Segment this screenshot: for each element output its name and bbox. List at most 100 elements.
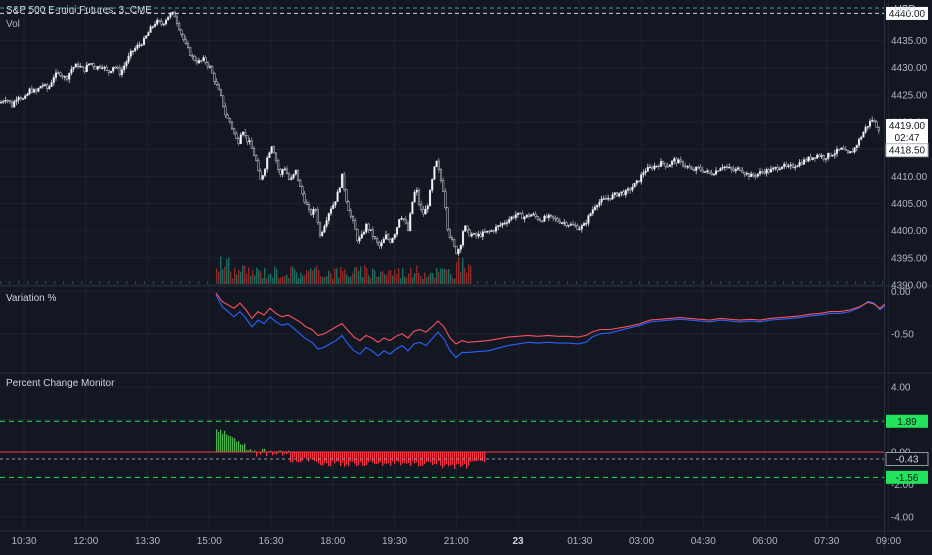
candle-body <box>752 173 755 177</box>
volume-bar-small <box>216 281 218 284</box>
candle-body <box>57 72 60 74</box>
candle-body <box>833 153 836 156</box>
candle-body <box>215 81 218 85</box>
candle-body <box>197 60 201 64</box>
candle-body <box>637 180 641 183</box>
variation-tick-label: 0.00 <box>891 287 911 298</box>
candle-body <box>2 101 5 103</box>
volume-bar-small <box>54 281 56 284</box>
candle-body <box>329 208 333 214</box>
candle-body <box>158 19 161 22</box>
candle-body <box>659 161 663 167</box>
volume-bar-small <box>630 281 632 284</box>
candle-body <box>303 193 306 203</box>
volume-bar <box>296 272 298 284</box>
time-tick-label: 13:30 <box>135 536 160 547</box>
candle-body <box>774 167 777 169</box>
candle-body <box>505 222 509 224</box>
volume-bar-small <box>63 281 65 284</box>
volume-bar <box>470 265 472 284</box>
volume-bar-small <box>459 281 461 284</box>
candle-body <box>831 154 834 157</box>
histogram-bar <box>334 452 336 464</box>
volume-bar <box>302 275 304 284</box>
histogram-bar <box>332 452 334 462</box>
candle-body <box>52 77 55 83</box>
candle-body <box>156 19 159 25</box>
volume-bar-small <box>9 281 11 284</box>
histogram-bar <box>314 452 316 462</box>
candle-body <box>314 209 317 211</box>
upper-level-label: 1.89 <box>897 417 917 428</box>
histogram-bar <box>282 452 284 456</box>
candle-body <box>395 227 399 235</box>
candle-body <box>501 222 504 226</box>
current-level-label: -0.43 <box>896 454 919 465</box>
candle-body <box>103 66 106 69</box>
histogram-bar <box>360 452 362 463</box>
histogram-bar <box>242 444 244 452</box>
volume-bar <box>420 276 422 284</box>
volume-bar-small <box>837 281 839 284</box>
histogram-bar <box>474 452 476 462</box>
lower-level-label: -1.56 <box>896 473 919 484</box>
candle-body <box>873 120 876 122</box>
candle-body <box>609 197 612 200</box>
candle-body <box>316 209 319 224</box>
volume-bar <box>316 265 318 284</box>
candle-body <box>477 233 480 237</box>
candle-body <box>706 170 709 173</box>
candle-body <box>193 55 196 61</box>
volume-bar-small <box>315 281 317 284</box>
candle-body <box>483 231 487 233</box>
volume-bar-small <box>270 281 272 284</box>
candle-body <box>492 230 495 232</box>
histogram-bar <box>310 452 312 460</box>
histogram-bar <box>392 452 394 462</box>
candle-body <box>857 138 861 146</box>
candle-body <box>76 63 80 67</box>
volume-bar-small <box>810 281 812 284</box>
candle-body <box>120 69 124 76</box>
countdown-label-box <box>886 130 928 144</box>
volume-bar <box>436 268 438 284</box>
candle-body <box>708 170 711 174</box>
candle-body <box>169 13 172 18</box>
volume-bar <box>244 265 246 284</box>
candle-body <box>206 62 209 67</box>
volume-bar <box>374 270 376 284</box>
monitor-tick-label: 4.00 <box>891 383 911 394</box>
volume-bar-small <box>747 281 749 284</box>
histogram-bar <box>222 433 224 452</box>
candle-body <box>79 65 82 68</box>
histogram-bar <box>260 452 262 455</box>
candle-body <box>545 215 548 218</box>
volume-bar-small <box>378 281 380 284</box>
volume-bar-small <box>549 281 551 284</box>
volume-bar <box>236 274 238 284</box>
candle-body <box>13 101 16 108</box>
currency-button[interactable]: USD <box>894 4 916 15</box>
volume-bar-small <box>387 281 389 284</box>
candle-body <box>466 225 469 231</box>
volume-bar <box>264 267 266 284</box>
volume-bar <box>418 272 420 284</box>
candle-body <box>468 229 471 237</box>
candle-body <box>277 160 280 170</box>
volume-bar-small <box>639 281 641 284</box>
candle-body <box>514 214 517 218</box>
candle-body <box>519 212 522 215</box>
volume-bar <box>392 275 394 284</box>
candle-body <box>457 249 460 254</box>
volume-bar-small <box>432 281 434 284</box>
candle-body <box>204 57 207 63</box>
histogram-bar <box>384 452 386 464</box>
volume-bar-small <box>864 281 866 284</box>
volume-bar-small <box>486 281 488 284</box>
histogram-bar <box>408 452 410 464</box>
candle-body <box>475 233 478 237</box>
candle-body <box>6 99 9 102</box>
candle-body <box>345 189 348 202</box>
